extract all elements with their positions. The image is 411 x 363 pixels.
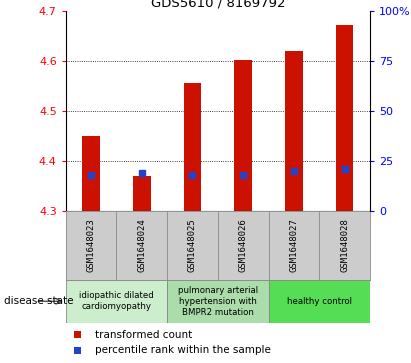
Bar — [184, 83, 201, 211]
Text: GSM1648025: GSM1648025 — [188, 218, 197, 272]
Bar — [234, 60, 252, 211]
Text: healthy control: healthy control — [287, 297, 352, 306]
Bar — [268, 280, 370, 323]
Bar — [167, 280, 268, 323]
Text: GSM1648023: GSM1648023 — [87, 218, 96, 272]
Text: idiopathic dilated
cardiomyopathy: idiopathic dilated cardiomyopathy — [79, 291, 154, 311]
Text: transformed count: transformed count — [95, 330, 192, 340]
Bar — [336, 25, 353, 211]
Bar — [133, 176, 151, 211]
Text: GSM1648024: GSM1648024 — [137, 218, 146, 272]
Bar — [66, 280, 167, 323]
Text: GSM1648027: GSM1648027 — [289, 218, 298, 272]
Text: percentile rank within the sample: percentile rank within the sample — [95, 345, 270, 355]
Text: pulmonary arterial
hypertension with
BMPR2 mutation: pulmonary arterial hypertension with BMP… — [178, 286, 258, 317]
Bar — [82, 136, 100, 211]
Text: GSM1648026: GSM1648026 — [239, 218, 248, 272]
Title: GDS5610 / 8169792: GDS5610 / 8169792 — [150, 0, 285, 10]
Text: disease state: disease state — [4, 296, 74, 306]
Text: GSM1648028: GSM1648028 — [340, 218, 349, 272]
Bar — [285, 51, 303, 211]
